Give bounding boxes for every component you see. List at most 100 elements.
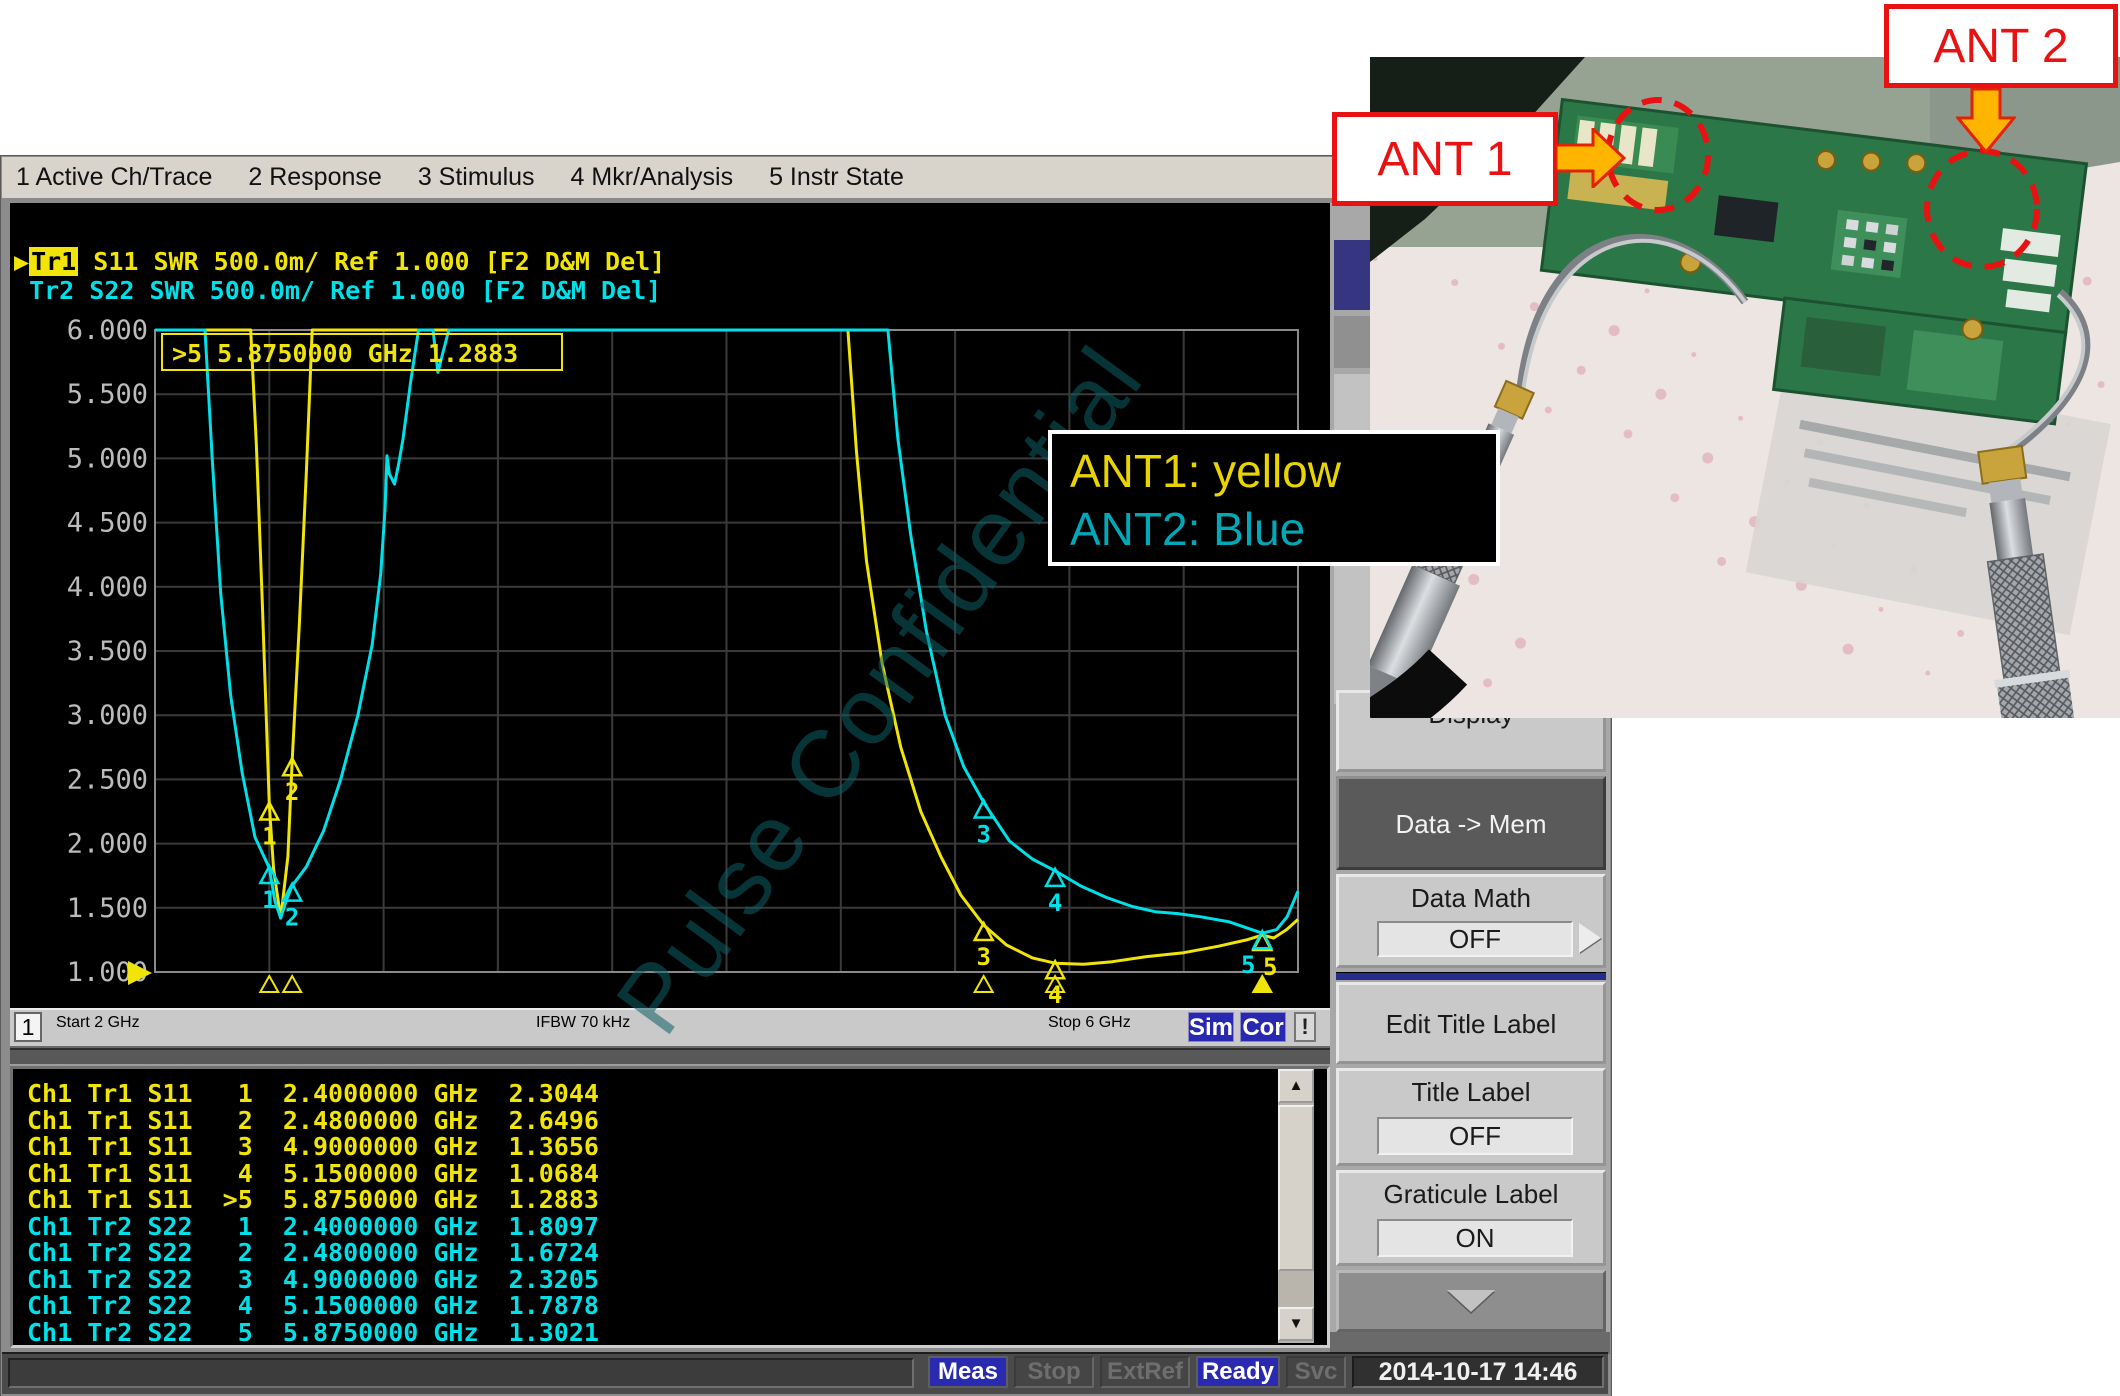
trace1-tag: Tr1 xyxy=(29,247,79,276)
softkey-data-to-mem-label: Data -> Mem xyxy=(1395,809,1547,839)
scroll-down-button[interactable]: ▼ xyxy=(1278,1307,1314,1341)
active-trace-arrow-icon: ▶ xyxy=(14,247,30,276)
ifbw-label: IFBW 70 kHz xyxy=(536,1014,631,1031)
svg-text:4.000: 4.000 xyxy=(67,572,148,603)
softkey-edit-title-label-text: Edit Title Label xyxy=(1385,1009,1557,1039)
svg-text:5.000: 5.000 xyxy=(67,443,148,474)
softkey-title-label-value: OFF xyxy=(1377,1117,1573,1155)
ant2-callout-text: ANT 2 xyxy=(1933,19,2069,73)
marker-table-row: Ch1 Tr2 S22 1 2.4000000 GHz 1.8097 xyxy=(27,1211,599,1241)
marker-table-scrollbar[interactable]: ▲ ▼ xyxy=(1278,1069,1314,1343)
trace1-header-text: S11 SWR 500.0m/ Ref 1.000 [F2 D&M Del] xyxy=(78,247,666,276)
marker-table-row: Ch1 Tr2 S22 5 5.8750000 GHz 1.3021 xyxy=(27,1317,599,1347)
svg-text:1: 1 xyxy=(262,886,276,914)
marker-table-row: Ch1 Tr1 S11 3 4.9000000 GHz 1.3656 xyxy=(27,1132,599,1161)
menu-item-stimulus[interactable]: 3 Stimulus xyxy=(417,163,535,191)
svg-text:6.000: 6.000 xyxy=(67,315,148,346)
svg-text:2.000: 2.000 xyxy=(67,829,148,860)
scroll-up-button[interactable]: ▲ xyxy=(1278,1069,1314,1103)
marker-table: Ch1 Tr1 S11 1 2.4000000 GHz 2.3044 Ch1 Tr… xyxy=(10,1066,1330,1348)
svg-text:2.500: 2.500 xyxy=(67,764,148,795)
sma-connector-2 xyxy=(1977,444,2085,718)
marker-table-row: Ch1 Tr1 S11 1 2.4000000 GHz 2.3044 xyxy=(27,1079,599,1108)
stop-frequency-label: Stop 6 GHz xyxy=(1048,1014,1131,1031)
status-svc-badge: Svc xyxy=(1286,1356,1346,1388)
scroll-down-icon: ▼ xyxy=(1288,1315,1304,1332)
svg-text:4: 4 xyxy=(1048,981,1062,1008)
ant1-arrow-icon xyxy=(1556,128,1626,188)
menu-item-instr-state[interactable]: 5 Instr State xyxy=(769,163,904,191)
trace2-tag: Tr2 xyxy=(29,276,75,305)
trace2-header[interactable]: ▶Tr2 S22 SWR 500.0m/ Ref 1.000 [F2 D&M D… xyxy=(14,276,661,305)
softkey-graticule-label-value: ON xyxy=(1377,1219,1573,1257)
more-down-arrow-icon xyxy=(1447,1290,1495,1312)
sim-status-badge: Sim xyxy=(1188,1012,1234,1042)
svg-text:3: 3 xyxy=(976,943,990,971)
status-datetime: 2014-10-17 14:46 xyxy=(1352,1356,1604,1388)
softkey-graticule-label-text: Graticule Label xyxy=(1383,1179,1559,1209)
start-frequency-label: Start 2 GHz xyxy=(56,1014,140,1031)
softkey-column-gray-block xyxy=(1334,316,1372,368)
softkey-title-label[interactable]: Title Label OFF xyxy=(1336,1068,1606,1166)
softkey-data-math-label: Data Math xyxy=(1411,883,1531,913)
scroll-thumb[interactable] xyxy=(1278,1105,1314,1271)
softkey-graticule-label[interactable]: Graticule Label ON xyxy=(1336,1170,1606,1266)
svg-text:1.500: 1.500 xyxy=(67,893,148,924)
svg-text:4.500: 4.500 xyxy=(67,508,148,539)
ant1-callout-text: ANT 1 xyxy=(1377,132,1513,186)
svg-text:2: 2 xyxy=(285,904,299,932)
softkey-separator xyxy=(1336,972,1606,980)
status-extref-badge: ExtRef xyxy=(1100,1356,1190,1388)
softkey-data-math[interactable]: Data Math OFF xyxy=(1336,874,1606,968)
swr-chart: 6.000 5.500 5.000 4.500 4.000 3.500 3.000 2.500… xyxy=(67,315,1300,1008)
marker-table-row: Ch1 Tr2 S22 4 5.1500000 GHz 1.7878 xyxy=(27,1291,599,1320)
svg-text:5: 5 xyxy=(1263,953,1277,981)
ant1-callout: ANT 1 xyxy=(1332,112,1558,206)
svg-text:4: 4 xyxy=(1048,889,1062,917)
menu-item-mkr-analysis[interactable]: 4 Mkr/Analysis xyxy=(570,163,734,191)
scroll-up-icon: ▲ xyxy=(1288,1077,1304,1094)
status-stop-badge: Stop xyxy=(1014,1356,1094,1388)
softkey-data-math-value: OFF xyxy=(1377,921,1573,957)
softkey-data-to-mem[interactable]: Data -> Mem xyxy=(1336,776,1606,870)
menu-item-active-ch-trace[interactable]: 1 Active Ch/Trace xyxy=(16,163,213,191)
status-ready-badge: Ready xyxy=(1196,1356,1280,1388)
svg-text:5.500: 5.500 xyxy=(67,379,148,410)
softkey-scroll-more-button[interactable] xyxy=(1336,1270,1606,1332)
trace-color-annotation: ANT1: yellow ANT2: Blue xyxy=(1048,430,1500,566)
softkey-edit-title-label[interactable]: Edit Title Label xyxy=(1336,982,1606,1064)
status-message-panel xyxy=(8,1358,914,1388)
softkey-title-label-text: Title Label xyxy=(1411,1077,1531,1107)
vna-screen xyxy=(10,203,1330,1008)
ant2-arrow-icon xyxy=(1956,88,2016,154)
softkey-column-navy-block xyxy=(1334,240,1372,310)
softkey-column-footer xyxy=(1330,1332,1610,1354)
annotation-ant1: ANT1: yellow xyxy=(1070,445,1341,497)
trace2-header-text: S22 SWR 500.0m/ Ref 1.000 [F2 D&M Del] xyxy=(74,276,662,305)
screen-divider xyxy=(10,1048,1330,1066)
svg-text:3: 3 xyxy=(976,820,990,848)
marker-table-row: Ch1 Tr1 S11 2 2.4800000 GHz 2.6496 xyxy=(27,1105,599,1135)
annotation-ant2: ANT2: Blue xyxy=(1070,503,1306,555)
ant2-callout: ANT 2 xyxy=(1884,4,2118,88)
status-meas-badge: Meas xyxy=(928,1356,1008,1388)
alert-indicator: ! xyxy=(1294,1012,1316,1042)
coax-cable-2 xyxy=(2000,289,2091,461)
marker-table-row: Ch1 Tr1 S11 4 5.1500000 GHz 1.0684 xyxy=(27,1158,599,1188)
cor-status-badge: Cor xyxy=(1240,1012,1286,1042)
svg-text:1: 1 xyxy=(262,823,276,851)
softkey-more-arrow-icon xyxy=(1579,923,1601,953)
marker-table-row: Ch1 Tr1 S11 >5 5.8750000 GHz 1.2883 xyxy=(27,1185,599,1214)
svg-text:2: 2 xyxy=(285,778,299,806)
stimulus-bar xyxy=(10,1008,1330,1048)
marker-table-row: Ch1 Tr2 S22 3 4.9000000 GHz 2.3205 xyxy=(27,1264,599,1294)
marker-table-row: Ch1 Tr2 S22 2 2.4800000 GHz 1.6724 xyxy=(27,1238,599,1267)
black-cable xyxy=(1370,649,1468,718)
svg-text:3.500: 3.500 xyxy=(67,636,148,667)
menu-item-response[interactable]: 2 Response xyxy=(248,163,382,191)
svg-text:3.000: 3.000 xyxy=(67,700,148,731)
channel-number-box: 1 xyxy=(14,1012,42,1042)
trace1-header[interactable]: ▶Tr1 S11 SWR 500.0m/ Ref 1.000 [F2 D&M D… xyxy=(14,247,665,276)
svg-text:5: 5 xyxy=(1241,951,1255,979)
